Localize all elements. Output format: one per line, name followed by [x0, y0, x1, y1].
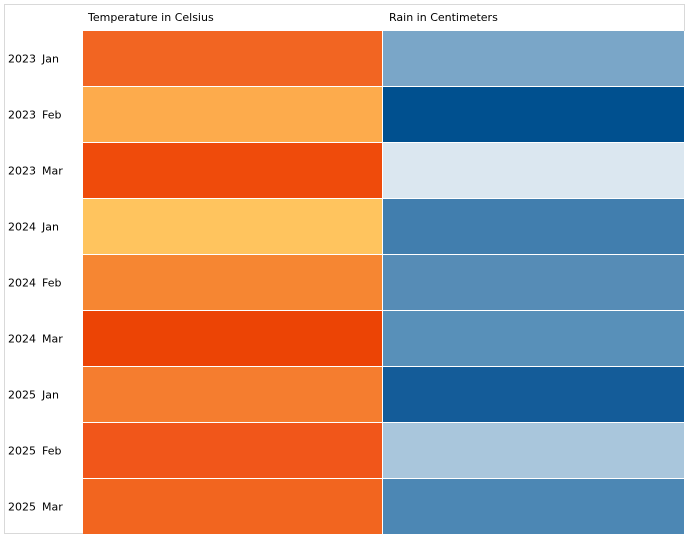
row-label-year: 2024 — [8, 332, 36, 346]
row-label-year: 2024 — [8, 220, 36, 234]
heatmap-cell-r6-c0 — [83, 367, 383, 423]
heatmap-cell-r8-c0 — [83, 479, 383, 535]
row-label-7: 2025 Feb — [8, 445, 61, 458]
heatmap-cell-r1-c0 — [83, 87, 383, 143]
column-header-1: Rain in Centimeters — [389, 11, 498, 24]
heatmap-cell-r2-c0 — [83, 143, 383, 199]
row-label-year: 2023 — [8, 52, 36, 66]
heatmap-cell-r1-c1 — [383, 87, 685, 143]
row-label-0: 2023 Jan — [8, 53, 59, 66]
row-label-3: 2024 Jan — [8, 221, 59, 234]
heatmap-cell-r3-c1 — [383, 199, 685, 255]
row-label-5: 2024 Mar — [8, 333, 63, 346]
row-label-month: Jan — [42, 220, 59, 234]
row-label-year: 2024 — [8, 276, 36, 290]
heatmap-cell-r5-c0 — [83, 311, 383, 367]
row-label-year: 2023 — [8, 108, 36, 122]
row-label-month: Jan — [42, 52, 59, 66]
heatmap-cell-r4-c1 — [383, 255, 685, 311]
heatmap-cell-r5-c1 — [383, 311, 685, 367]
row-label-4: 2024 Feb — [8, 277, 61, 290]
column-header-0: Temperature in Celsius — [88, 11, 214, 24]
heatmap-cell-r3-c0 — [83, 199, 383, 255]
row-label-2: 2023 Mar — [8, 165, 63, 178]
row-label-month: Feb — [42, 444, 62, 458]
row-label-month: Feb — [42, 108, 62, 122]
row-label-year: 2025 — [8, 500, 36, 514]
heatmap-cell-r0-c0 — [83, 31, 383, 87]
row-label-month: Mar — [42, 500, 63, 514]
heatmap-cell-r7-c0 — [83, 423, 383, 479]
row-label-8: 2025 Mar — [8, 501, 63, 514]
row-label-6: 2025 Jan — [8, 389, 59, 402]
row-label-month: Jan — [42, 388, 59, 402]
row-label-year: 2025 — [8, 388, 36, 402]
heatmap-cell-r7-c1 — [383, 423, 685, 479]
heatmap-cell-r2-c1 — [383, 143, 685, 199]
row-label-year: 2023 — [8, 164, 36, 178]
heatmap-cell-r6-c1 — [383, 367, 685, 423]
row-label-1: 2023 Feb — [8, 109, 61, 122]
heatmap-cell-r0-c1 — [383, 31, 685, 87]
heatmap-cell-r8-c1 — [383, 479, 685, 535]
row-label-month: Feb — [42, 276, 62, 290]
row-label-month: Mar — [42, 332, 63, 346]
row-label-year: 2025 — [8, 444, 36, 458]
heatmap-cell-r4-c0 — [83, 255, 383, 311]
row-label-month: Mar — [42, 164, 63, 178]
